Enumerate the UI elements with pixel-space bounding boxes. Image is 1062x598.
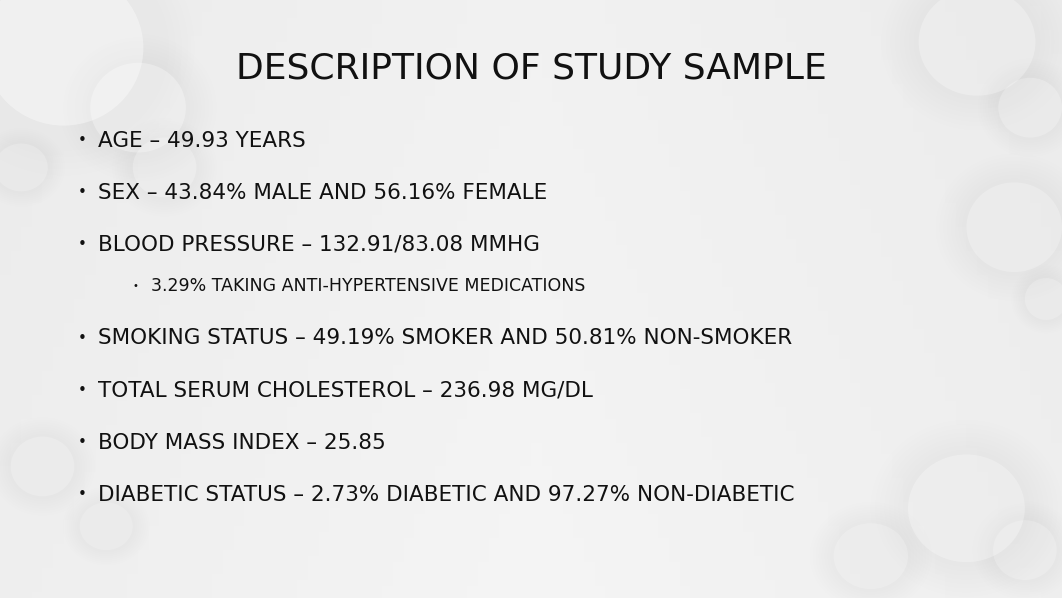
- Ellipse shape: [908, 454, 1025, 562]
- Text: •: •: [78, 383, 86, 398]
- Text: •: •: [78, 435, 86, 450]
- Text: DIABETIC STATUS – 2.73% DIABETIC AND 97.27% NON-DIABETIC: DIABETIC STATUS – 2.73% DIABETIC AND 97.…: [98, 484, 794, 505]
- Ellipse shape: [966, 182, 1062, 272]
- Text: •: •: [78, 185, 86, 200]
- Ellipse shape: [998, 78, 1062, 138]
- Ellipse shape: [11, 437, 74, 496]
- Ellipse shape: [919, 0, 1035, 96]
- Ellipse shape: [834, 523, 908, 589]
- Text: BODY MASS INDEX – 25.85: BODY MASS INDEX – 25.85: [98, 432, 386, 453]
- Text: AGE – 49.93 YEARS: AGE – 49.93 YEARS: [98, 130, 306, 151]
- Ellipse shape: [80, 502, 133, 550]
- Ellipse shape: [1025, 278, 1062, 320]
- Text: •: •: [78, 237, 86, 252]
- Text: •: •: [78, 133, 86, 148]
- Ellipse shape: [90, 63, 186, 152]
- Text: DESCRIPTION OF STUDY SAMPLE: DESCRIPTION OF STUDY SAMPLE: [236, 52, 826, 86]
- Text: TOTAL SERUM CHOLESTEROL – 236.98 MG/DL: TOTAL SERUM CHOLESTEROL – 236.98 MG/DL: [98, 380, 593, 401]
- Text: •: •: [78, 331, 86, 346]
- Ellipse shape: [133, 138, 196, 197]
- Ellipse shape: [0, 0, 143, 126]
- Text: •: •: [78, 487, 86, 502]
- Text: SMOKING STATUS – 49.19% SMOKER AND 50.81% NON-SMOKER: SMOKING STATUS – 49.19% SMOKER AND 50.81…: [98, 328, 792, 349]
- Ellipse shape: [993, 520, 1057, 580]
- Text: SEX – 43.84% MALE AND 56.16% FEMALE: SEX – 43.84% MALE AND 56.16% FEMALE: [98, 182, 547, 203]
- Text: •: •: [133, 282, 139, 291]
- Ellipse shape: [0, 144, 48, 191]
- Text: 3.29% TAKING ANTI-HYPERTENSIVE MEDICATIONS: 3.29% TAKING ANTI-HYPERTENSIVE MEDICATIO…: [151, 277, 585, 295]
- Text: BLOOD PRESSURE – 132.91/83.08 MMHG: BLOOD PRESSURE – 132.91/83.08 MMHG: [98, 234, 539, 255]
